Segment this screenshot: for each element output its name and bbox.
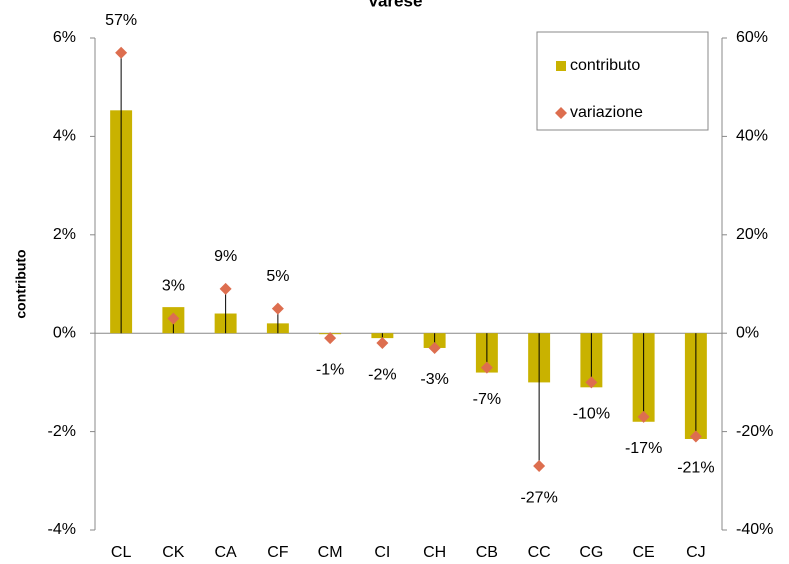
legend-swatch <box>555 107 567 119</box>
x-tick-label: CM <box>318 544 343 561</box>
y2-tick-label: 0% <box>736 324 759 341</box>
y-tick-label: 6% <box>53 29 76 46</box>
data-label: -3% <box>420 371 448 388</box>
diamond-marker <box>533 460 546 473</box>
data-label: -1% <box>316 361 344 378</box>
data-label: -27% <box>520 489 557 506</box>
diamond-marker <box>219 282 232 295</box>
y-tick-label: 0% <box>53 324 76 341</box>
diamond-marker <box>585 376 598 389</box>
x-tick-label: CG <box>579 544 603 561</box>
diamond-marker <box>324 332 337 345</box>
legend-swatch <box>556 61 566 71</box>
diamond-marker <box>115 46 128 59</box>
diamond-marker <box>271 302 284 315</box>
data-label: -2% <box>368 366 396 383</box>
data-label: -21% <box>677 460 714 477</box>
data-label: -17% <box>625 440 662 457</box>
y-tick-label: -2% <box>48 423 76 440</box>
x-tick-label: CA <box>215 544 238 561</box>
diamond-marker <box>689 430 702 443</box>
y2-tick-label: -20% <box>736 423 773 440</box>
legend-label: contributo <box>570 57 640 74</box>
data-label: 9% <box>214 248 237 265</box>
diamond-marker <box>167 312 180 325</box>
y2-tick-label: 60% <box>736 29 768 46</box>
y-tick-label: 4% <box>53 128 76 145</box>
x-tick-label: CE <box>633 544 655 561</box>
chart-title: Varese <box>368 0 423 10</box>
y-tick-label: -4% <box>48 521 76 538</box>
y2-tick-label: -40% <box>736 521 773 538</box>
y-tick-label: 2% <box>53 226 76 243</box>
data-label: -7% <box>473 391 501 408</box>
y-axis-label: contributo <box>13 249 29 318</box>
y2-tick-label: 40% <box>736 128 768 145</box>
diamond-marker <box>480 361 493 374</box>
x-tick-label: CB <box>476 544 498 561</box>
x-tick-label: CJ <box>686 544 706 561</box>
x-tick-label: CL <box>111 544 132 561</box>
data-label: 5% <box>266 268 289 285</box>
data-label: 57% <box>105 12 137 29</box>
data-label: 3% <box>162 278 185 295</box>
diamond-marker <box>428 341 441 354</box>
x-tick-label: CI <box>374 544 390 561</box>
data-label: -10% <box>573 406 610 423</box>
legend-label: variazione <box>570 104 643 121</box>
x-tick-label: CH <box>423 544 446 561</box>
x-tick-label: CF <box>267 544 289 561</box>
x-tick-label: CK <box>162 544 185 561</box>
y2-tick-label: 20% <box>736 226 768 243</box>
x-tick-label: CC <box>528 544 551 561</box>
diamond-marker <box>637 410 650 423</box>
diamond-marker <box>376 337 389 350</box>
